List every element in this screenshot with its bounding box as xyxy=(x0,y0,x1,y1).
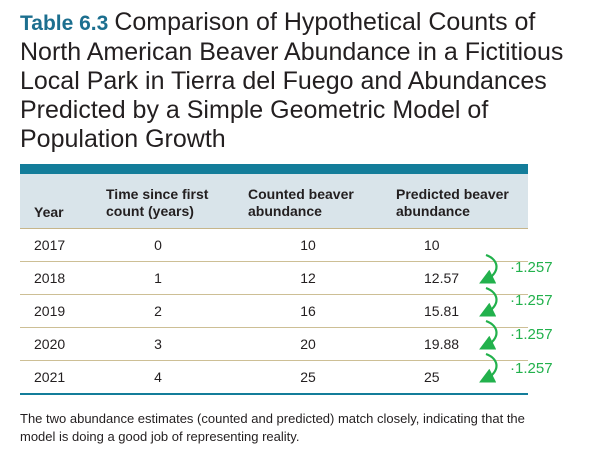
cell-counted: 20 xyxy=(300,336,316,352)
header-year: Year xyxy=(34,204,64,220)
multiplier-label: ·1.257 xyxy=(510,292,553,309)
table-row: 2018 1 12 12.57 xyxy=(20,263,528,295)
table-header: Year Time since first count (years) Coun… xyxy=(20,174,528,229)
cell-predicted: 10 xyxy=(424,237,440,253)
table-row: 2017 0 10 10 xyxy=(20,230,528,262)
table-number: Table 6.3 xyxy=(20,12,109,35)
table-title-block: Table 6.3 Comparison of Hypothetical Coun… xyxy=(20,8,590,154)
cell-time: 1 xyxy=(154,270,162,286)
cell-predicted: 25 xyxy=(424,369,440,385)
table-row: 2019 2 16 15.81 xyxy=(20,296,528,328)
cell-counted: 12 xyxy=(300,270,316,286)
table-caption: The two abundance estimates (counted and… xyxy=(20,411,525,444)
table-top-bar xyxy=(20,164,528,174)
cell-predicted: 19.88 xyxy=(424,336,460,352)
multiplier-label: ·1.257 xyxy=(510,360,553,377)
cell-predicted: 12.57 xyxy=(424,270,460,286)
cell-counted: 16 xyxy=(300,303,316,319)
cell-time: 0 xyxy=(154,237,162,253)
cell-year: 2018 xyxy=(34,270,66,286)
table-row: 2021 4 25 25 xyxy=(20,362,528,395)
cell-predicted: 15.81 xyxy=(424,303,460,319)
cell-year: 2021 xyxy=(34,369,66,385)
multiplier-label: ·1.257 xyxy=(510,326,553,343)
cell-time: 3 xyxy=(154,336,162,352)
cell-time: 2 xyxy=(154,303,162,319)
cell-counted: 25 xyxy=(300,369,316,385)
table-title-text: Comparison of Hypothetical Counts of Nor… xyxy=(20,8,564,153)
cell-time: 4 xyxy=(154,369,162,385)
table-row: 2020 3 20 19.88 xyxy=(20,329,528,361)
multiplier-label: ·1.257 xyxy=(510,259,553,276)
table-title: Table 6.3 Comparison of Hypothetical Coun… xyxy=(20,8,590,154)
cell-counted: 10 xyxy=(300,237,316,253)
header-time: Time since first count (years) xyxy=(106,186,209,219)
cell-year: 2019 xyxy=(34,303,66,319)
cell-year: 2017 xyxy=(34,237,66,253)
header-predicted: Predicted beaver abundance xyxy=(396,186,509,219)
cell-year: 2020 xyxy=(34,336,66,352)
header-counted: Counted beaver abundance xyxy=(248,186,354,219)
